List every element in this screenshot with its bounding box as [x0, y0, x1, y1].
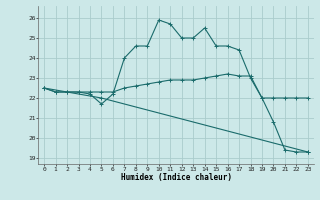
X-axis label: Humidex (Indice chaleur): Humidex (Indice chaleur): [121, 173, 231, 182]
